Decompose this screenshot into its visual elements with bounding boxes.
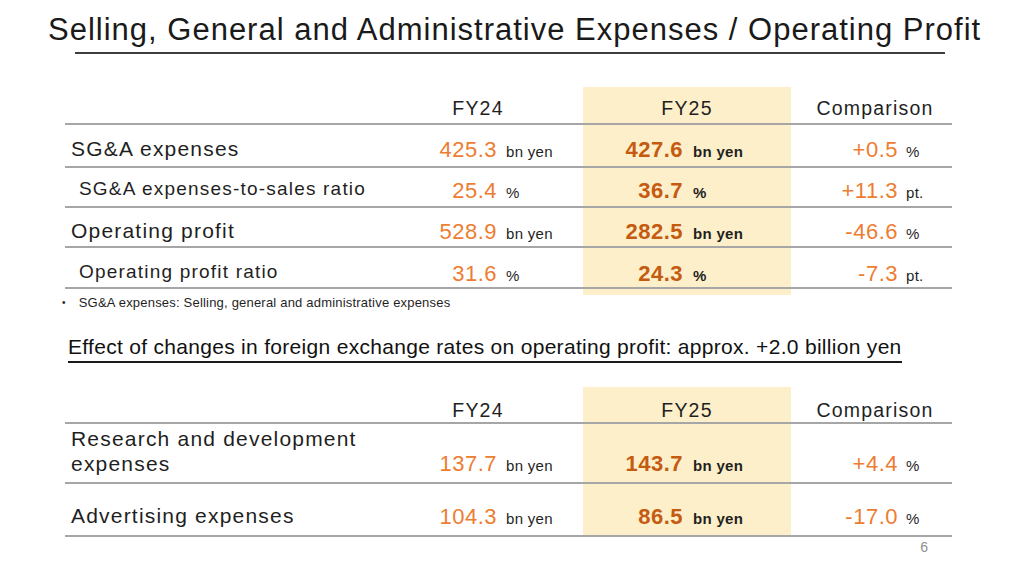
comparison-unit: % — [906, 143, 920, 160]
table-row: SG&A expenses-to-sales ratio 25.4% 36.7%… — [65, 168, 952, 208]
fy25-value: 86.5 — [513, 504, 683, 530]
comparison-unit: % — [906, 225, 920, 242]
fy25-value: 24.3 — [513, 261, 683, 287]
row-label: Operating profit ratio — [79, 248, 279, 283]
table-row: SG&A expenses 425.3bn yen 427.6bn yen +0… — [65, 125, 952, 168]
comparison-value: -17.0 — [728, 504, 898, 530]
row-label: Research and development expenses — [71, 424, 371, 476]
fy24-value: 25.4 — [327, 178, 497, 204]
fy24-value: 104.3 — [327, 504, 497, 530]
fy25-value: 36.7 — [513, 178, 683, 204]
fy25-value: 143.7 — [513, 451, 683, 477]
fy24-value: 425.3 — [327, 137, 497, 163]
comparison-value: +11.3 — [728, 178, 898, 204]
fy24-value: 528.9 — [327, 219, 497, 245]
comparison-value: -46.6 — [728, 219, 898, 245]
sgna-table: FY24 FY25 Comparison SG&A expenses 425.3… — [65, 87, 952, 295]
table-footnote: •SG&A expenses: Selling, general and adm… — [62, 295, 450, 310]
comparison-value: +4.4 — [728, 451, 898, 477]
bullet-icon: • — [62, 297, 66, 308]
comparison-value: +0.5 — [728, 137, 898, 163]
header-fy24: FY24 — [378, 87, 578, 120]
comparison-unit: % — [906, 510, 920, 527]
header-comparison: Comparison — [775, 387, 975, 422]
comparison-unit: pt. — [906, 267, 924, 284]
row-label: SG&A expenses — [71, 125, 240, 161]
fy24-value: 31.6 — [327, 261, 497, 287]
table-row: Research and development expenses 137.7b… — [65, 424, 952, 484]
table-header-row: FY24 FY25 Comparison — [65, 387, 952, 424]
row-label: Advertising expenses — [71, 484, 295, 528]
fy25-unit: % — [693, 267, 707, 284]
rnd-advertising-table: FY24 FY25 Comparison Research and develo… — [65, 387, 952, 537]
fy24-value: 137.7 — [327, 451, 497, 477]
slide-title: Selling, General and Administrative Expe… — [48, 12, 981, 48]
fy25-unit: % — [693, 184, 707, 201]
header-fy25: FY25 — [587, 387, 787, 422]
table-header-row: FY24 FY25 Comparison — [65, 87, 952, 125]
header-comparison: Comparison — [775, 87, 975, 120]
comparison-unit: % — [906, 457, 920, 474]
fy25-value: 282.5 — [513, 219, 683, 245]
fx-effect-note: Effect of changes in foreign exchange ra… — [68, 335, 902, 363]
header-fy24: FY24 — [378, 387, 578, 422]
comparison-unit: pt. — [906, 184, 924, 201]
table-row: Advertising expenses 104.3bn yen 86.5bn … — [65, 484, 952, 537]
header-fy25: FY25 — [587, 87, 787, 120]
title-underline — [75, 52, 945, 54]
fy25-value: 427.6 — [513, 137, 683, 163]
table-row: Operating profit ratio 31.6% 24.3% -7.3p… — [65, 248, 952, 289]
page-number: 6 — [900, 539, 928, 555]
row-label: Operating profit — [71, 208, 235, 243]
comparison-value: -7.3 — [728, 261, 898, 287]
table-row: Operating profit 528.9bn yen 282.5bn yen… — [65, 208, 952, 248]
row-label: SG&A expenses-to-sales ratio — [79, 168, 366, 200]
slide: Selling, General and Administrative Expe… — [0, 0, 1013, 566]
